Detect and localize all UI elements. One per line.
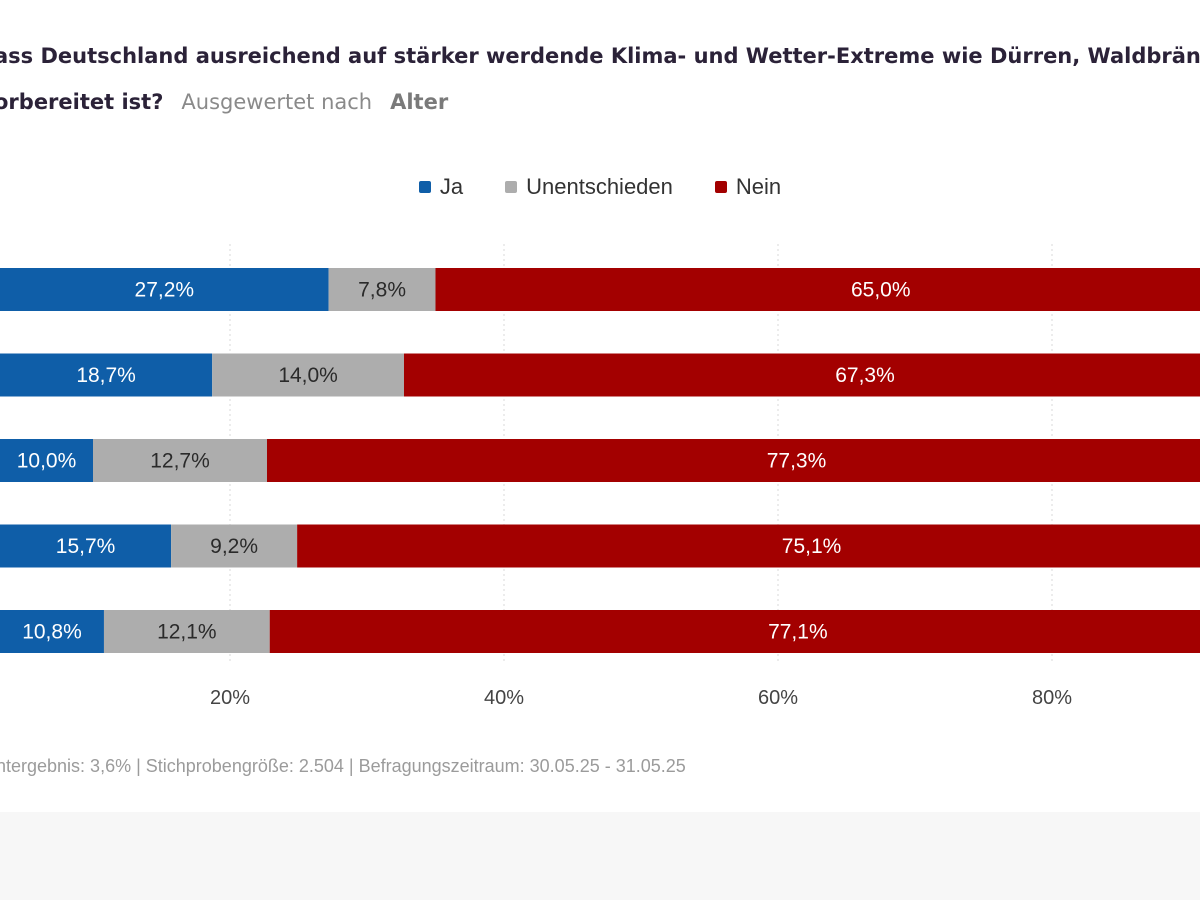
legend-item-ja[interactable]: Ja (418, 174, 464, 200)
data-label-nein-row-2: 67,3% (835, 364, 895, 387)
legend-item-unentschieden[interactable]: Unentschieden (505, 174, 673, 200)
data-label-nein-row-3: 77,3% (767, 450, 827, 473)
bar-unentschieden-row-1 (328, 268, 436, 311)
data-label-nein-row-4: 75,1% (782, 535, 842, 558)
bar-ja-row-1 (0, 268, 329, 311)
bar-ja-row-3 (0, 439, 93, 482)
bottom-band (0, 812, 1200, 900)
bar-nein-row-3 (266, 439, 1200, 482)
bar-unentschieden-row-4 (171, 524, 298, 568)
legend-swatch-nein (714, 181, 727, 193)
footer-note: ntergebnis: 3,6% | Stichprobengröße: 2.5… (0, 756, 686, 776)
x-tick-label-80: 80% (1032, 687, 1072, 709)
bar-unentschieden-row-2 (212, 353, 404, 397)
data-label-unentschieden-row-1: 7,8% (358, 279, 406, 302)
chart-legend: Ja Unentschieden Nein (0, 174, 1200, 200)
legend-item-nein[interactable]: Nein (714, 174, 782, 200)
bar-ja-row-4 (0, 524, 172, 568)
bar-nein-row-1 (435, 268, 1200, 311)
data-label-nein-row-5: 77,1% (768, 621, 828, 644)
x-tick-label-60: 60% (758, 687, 798, 709)
bar-nein-row-4 (297, 524, 1200, 568)
bar-unentschieden-row-5 (103, 610, 270, 653)
chart-title-line-2: orbereitet ist? Ausgewertet nach Alter (0, 90, 448, 114)
x-tick-label-20: 20% (210, 687, 250, 709)
legend-label-unentschieden: Unentschieden (526, 174, 673, 199)
bar-unentschieden-row-3 (93, 439, 267, 482)
data-label-ja-row-4: 15,7% (56, 535, 116, 558)
data-label-ja-row-3: 10,0% (17, 450, 77, 473)
x-tick-label-40: 40% (484, 687, 524, 709)
bar-nein-row-5 (269, 610, 1200, 653)
bar-ja-row-2 (0, 353, 213, 397)
subtitle-value[interactable]: Alter (390, 90, 449, 114)
bar-ja-row-5 (0, 610, 104, 653)
chart-title-line-1: ass Deutschland ausreichend auf stärker … (0, 44, 1200, 68)
data-label-nein-row-1: 65,0% (851, 279, 911, 302)
bar-nein-row-2 (403, 353, 1200, 397)
data-label-unentschieden-row-2: 14,0% (278, 364, 338, 387)
data-label-unentschieden-row-5: 12,1% (157, 621, 217, 644)
legend-swatch-ja (418, 181, 431, 193)
legend-label-nein: Nein (735, 174, 782, 199)
data-label-ja-row-1: 27,2% (135, 279, 195, 302)
legend-label-ja: Ja (439, 174, 464, 199)
data-label-ja-row-5: 10,8% (22, 621, 82, 644)
chart-title-line-2-text: orbereitet ist? (0, 90, 164, 114)
data-label-ja-row-2: 18,7% (76, 364, 136, 387)
legend-swatch-unentschieden (505, 181, 518, 193)
chart-plot-area: 20% 40% 60% 80% 27,2% 7,8% 65,0% 18,7% 14,0% 67,3… (0, 244, 1200, 709)
data-label-unentschieden-row-3: 12,7% (150, 450, 210, 473)
subtitle-label: Ausgewertet nach (181, 90, 373, 114)
data-label-unentschieden-row-4: 9,2% (210, 535, 258, 558)
